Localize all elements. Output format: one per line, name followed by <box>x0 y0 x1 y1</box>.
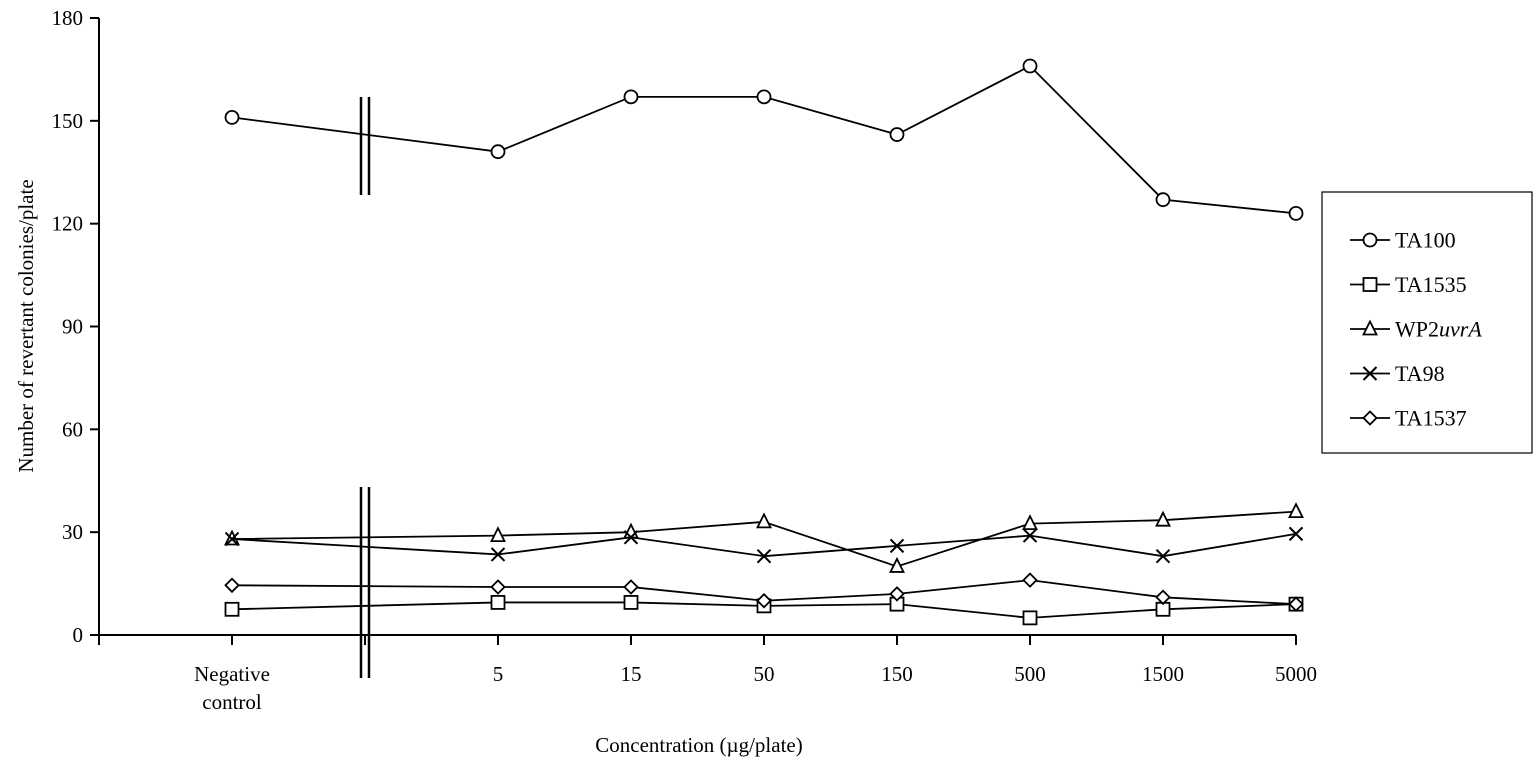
legend-label: TA100 <box>1395 228 1456 253</box>
y-tick-label: 60 <box>62 417 83 441</box>
x-tick-label: 150 <box>881 662 913 686</box>
series-line-ta98 <box>231 532 1297 558</box>
data-point-ta1537 <box>490 579 506 595</box>
data-point-ta100 <box>490 144 506 160</box>
legend-marker-x <box>1362 366 1378 381</box>
data-point-ta1535 <box>224 601 240 617</box>
data-point-ta1537 <box>224 577 240 594</box>
y-tick-label: 90 <box>62 315 83 339</box>
series-wp2uvra <box>224 502 1304 573</box>
legend-label-text: TA1535 <box>1395 272 1467 297</box>
y-axis-title: Number of revertant colonies/plate <box>14 179 38 472</box>
data-point-ta1537 <box>1288 596 1304 612</box>
series-ta98 <box>224 526 1304 564</box>
data-point-ta98 <box>889 538 905 554</box>
x-tick-label: 5 <box>493 662 504 686</box>
data-point-ta100 <box>623 89 639 105</box>
data-point-wp2uvra <box>1155 510 1171 527</box>
axes: 0 30 60 90 120 150 180 Negative control 5 15 50 150 5… <box>52 6 1318 714</box>
series-ta100 <box>224 58 1304 221</box>
data-point-ta1535 <box>623 595 639 610</box>
legend-item-ta98: TA98 <box>1350 361 1445 386</box>
x-tick-label: Negative <box>194 662 270 686</box>
data-point-ta1537 <box>889 586 905 602</box>
data-point-wp2uvra <box>1022 514 1038 530</box>
legend-marker-triangle <box>1362 319 1378 336</box>
legend: TA100 TA1535 WP2uvrA TA98 TA1537 <box>1321 191 1533 454</box>
legend-marker-diamond <box>1362 410 1378 426</box>
data-point-wp2uvra <box>490 526 506 542</box>
data-point-ta98 <box>490 547 506 562</box>
data-point-ta98 <box>623 530 639 545</box>
series-layer <box>224 58 1304 626</box>
data-point-ta100 <box>756 89 772 105</box>
legend-item-wp2uvra: WP2uvrA <box>1350 317 1482 342</box>
series-line-ta100 <box>231 64 1297 215</box>
data-point-ta98 <box>1022 528 1038 543</box>
data-point-ta1537 <box>1155 589 1171 606</box>
series-line-wp2uvra <box>231 510 1297 568</box>
data-point-ta98 <box>756 548 772 564</box>
y-tick-label: 0 <box>73 623 84 647</box>
data-point-ta1535 <box>490 595 506 610</box>
y-tick-label: 30 <box>62 520 83 544</box>
legend-label-text: TA100 <box>1395 228 1456 253</box>
data-point-wp2uvra <box>889 556 905 573</box>
legend-item-ta1537: TA1537 <box>1350 406 1467 431</box>
y-tick-label: 150 <box>52 109 84 133</box>
legend-label-text: TA98 <box>1395 361 1445 386</box>
legend-marker-circle <box>1362 232 1378 248</box>
data-point-ta100 <box>1288 205 1304 221</box>
data-point-ta98 <box>1155 548 1171 564</box>
data-point-ta1537 <box>623 579 639 595</box>
legend-label-text: TA1537 <box>1395 406 1467 431</box>
legend-label: WP2uvrA <box>1395 317 1482 342</box>
x-tick-label: 5000 <box>1275 662 1317 686</box>
x-tick-label: 500 <box>1014 662 1046 686</box>
data-point-wp2uvra <box>756 512 772 529</box>
data-point-ta1535 <box>1022 610 1038 626</box>
data-point-ta100 <box>889 127 905 142</box>
data-point-ta100 <box>1022 58 1038 74</box>
legend-marker-square <box>1362 277 1378 292</box>
legend-item-ta100: TA100 <box>1350 228 1456 253</box>
legend-box <box>1321 191 1533 454</box>
x-tick-label: control <box>202 690 262 714</box>
data-point-ta98 <box>1288 526 1304 542</box>
y-tick-label: 180 <box>52 6 84 30</box>
legend-label-text: WP2 <box>1395 317 1439 342</box>
legend-item-ta1535: TA1535 <box>1350 272 1467 297</box>
legend-label: TA98 <box>1395 361 1445 386</box>
x-axis-title: Concentration (µg/plate) <box>595 733 802 757</box>
data-point-wp2uvra <box>1288 502 1304 518</box>
x-tick-label: 15 <box>621 662 642 686</box>
legend-label-italic: uvrA <box>1439 317 1482 342</box>
legend-label: TA1537 <box>1395 406 1467 431</box>
legend-label: TA1535 <box>1395 272 1467 297</box>
data-point-ta98 <box>224 531 240 547</box>
series-line-ta1535 <box>231 601 1297 619</box>
data-point-ta100 <box>1155 192 1171 208</box>
y-tick-label: 120 <box>52 212 84 236</box>
data-point-ta1537 <box>1022 572 1038 588</box>
series-ta1537 <box>224 572 1304 612</box>
data-point-ta100 <box>224 110 240 125</box>
x-tick-label: 50 <box>754 662 775 686</box>
x-tick-label: 1500 <box>1142 662 1184 686</box>
data-point-ta1537 <box>756 592 772 609</box>
series-line-ta1537 <box>231 579 1297 606</box>
